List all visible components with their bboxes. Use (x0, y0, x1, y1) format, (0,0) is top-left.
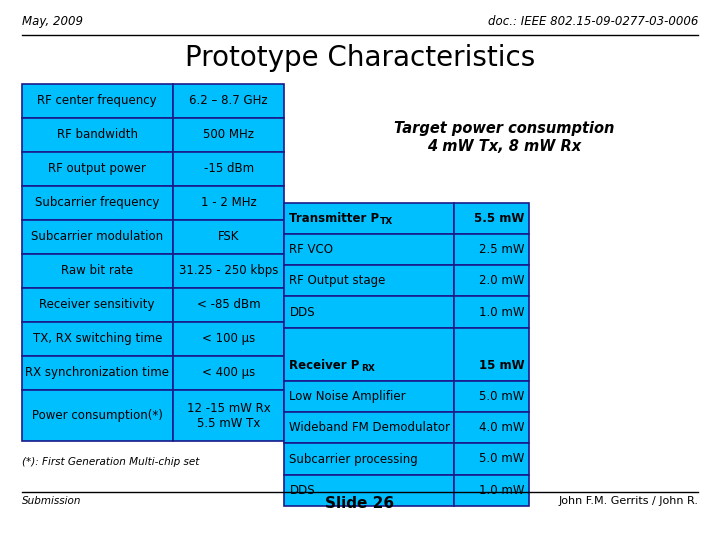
FancyBboxPatch shape (284, 475, 454, 506)
Text: Raw bit rate: Raw bit rate (61, 264, 133, 278)
FancyBboxPatch shape (173, 288, 284, 322)
FancyBboxPatch shape (173, 322, 284, 356)
Text: RX synchronization time: RX synchronization time (25, 366, 169, 380)
FancyBboxPatch shape (284, 328, 454, 381)
Text: John F.M. Gerrits / John R.: John F.M. Gerrits / John R. (559, 496, 698, 506)
FancyBboxPatch shape (22, 84, 173, 118)
Text: -15 dBm: -15 dBm (204, 162, 253, 176)
FancyBboxPatch shape (22, 220, 173, 254)
FancyBboxPatch shape (454, 234, 529, 265)
Text: Power consumption(*): Power consumption(*) (32, 409, 163, 422)
FancyBboxPatch shape (173, 390, 284, 441)
FancyBboxPatch shape (284, 381, 454, 412)
Text: RF center frequency: RF center frequency (37, 94, 157, 107)
FancyBboxPatch shape (284, 202, 454, 234)
FancyBboxPatch shape (22, 254, 173, 288)
FancyBboxPatch shape (22, 288, 173, 322)
FancyBboxPatch shape (173, 118, 284, 152)
Text: 1 - 2 MHz: 1 - 2 MHz (201, 196, 256, 210)
Text: 6.2 – 8.7 GHz: 6.2 – 8.7 GHz (189, 94, 268, 107)
Text: doc.: IEEE 802.15-09-0277-03-0006: doc.: IEEE 802.15-09-0277-03-0006 (488, 15, 698, 28)
Text: 2.5 mW: 2.5 mW (479, 243, 524, 256)
Text: < 100 μs: < 100 μs (202, 332, 255, 346)
Text: 5.0 mW: 5.0 mW (479, 390, 524, 403)
FancyBboxPatch shape (454, 202, 529, 234)
Text: TX: TX (379, 218, 392, 226)
Text: < 400 μs: < 400 μs (202, 366, 255, 380)
Text: TX, RX switching time: TX, RX switching time (32, 332, 162, 346)
FancyBboxPatch shape (173, 356, 284, 390)
Text: 2.0 mW: 2.0 mW (479, 274, 524, 287)
Text: RF bandwidth: RF bandwidth (57, 128, 138, 141)
FancyBboxPatch shape (284, 296, 454, 328)
FancyBboxPatch shape (454, 265, 529, 296)
Text: RX: RX (361, 364, 375, 373)
FancyBboxPatch shape (173, 220, 284, 254)
Text: 5.0 mW: 5.0 mW (479, 453, 524, 465)
Text: Transmitter P: Transmitter P (289, 212, 379, 225)
FancyBboxPatch shape (284, 412, 454, 443)
FancyBboxPatch shape (454, 475, 529, 506)
Text: 31.25 - 250 kbps: 31.25 - 250 kbps (179, 264, 279, 278)
FancyBboxPatch shape (454, 443, 529, 475)
FancyBboxPatch shape (22, 356, 173, 390)
FancyBboxPatch shape (173, 186, 284, 220)
FancyBboxPatch shape (454, 412, 529, 443)
FancyBboxPatch shape (454, 381, 529, 412)
FancyBboxPatch shape (22, 186, 173, 220)
FancyBboxPatch shape (284, 265, 454, 296)
FancyBboxPatch shape (284, 234, 454, 265)
Text: Subcarrier modulation: Subcarrier modulation (31, 230, 163, 244)
Text: 1.0 mW: 1.0 mW (479, 306, 524, 319)
Text: Subcarrier processing: Subcarrier processing (289, 453, 418, 465)
Text: RF output power: RF output power (48, 162, 146, 176)
Text: 500 MHz: 500 MHz (203, 128, 254, 141)
FancyBboxPatch shape (173, 254, 284, 288)
Text: May, 2009: May, 2009 (22, 15, 83, 28)
FancyBboxPatch shape (173, 84, 284, 118)
Text: Receiver P: Receiver P (289, 359, 360, 372)
Text: Prototype Characteristics: Prototype Characteristics (185, 44, 535, 72)
FancyBboxPatch shape (173, 152, 284, 186)
FancyBboxPatch shape (284, 443, 454, 475)
FancyBboxPatch shape (454, 328, 529, 381)
Text: 15 mW: 15 mW (479, 359, 524, 372)
FancyBboxPatch shape (22, 152, 173, 186)
FancyBboxPatch shape (22, 322, 173, 356)
Text: Target power consumption
4 mW Tx, 8 mW Rx: Target power consumption 4 mW Tx, 8 mW R… (394, 122, 614, 154)
FancyBboxPatch shape (454, 296, 529, 328)
Text: 1.0 mW: 1.0 mW (479, 484, 524, 497)
Text: DDS: DDS (289, 484, 315, 497)
Text: 5.5 mW: 5.5 mW (474, 212, 524, 225)
Text: Receiver sensitivity: Receiver sensitivity (40, 298, 155, 312)
Text: 4.0 mW: 4.0 mW (479, 421, 524, 434)
Text: 12 -15 mW Rx
5.5 mW Tx: 12 -15 mW Rx 5.5 mW Tx (186, 402, 271, 429)
Text: DDS: DDS (289, 306, 315, 319)
Text: RF Output stage: RF Output stage (289, 274, 386, 287)
Text: RF VCO: RF VCO (289, 243, 333, 256)
FancyBboxPatch shape (22, 118, 173, 152)
Text: Wideband FM Demodulator: Wideband FM Demodulator (289, 421, 451, 434)
Text: Submission: Submission (22, 496, 81, 506)
Text: < -85 dBm: < -85 dBm (197, 298, 261, 312)
Text: Slide 26: Slide 26 (325, 496, 395, 511)
Text: Low Noise Amplifier: Low Noise Amplifier (289, 390, 406, 403)
Text: FSK: FSK (218, 230, 239, 244)
FancyBboxPatch shape (22, 390, 173, 441)
Text: Subcarrier frequency: Subcarrier frequency (35, 196, 159, 210)
Text: (*): First Generation Multi-chip set: (*): First Generation Multi-chip set (22, 457, 199, 467)
